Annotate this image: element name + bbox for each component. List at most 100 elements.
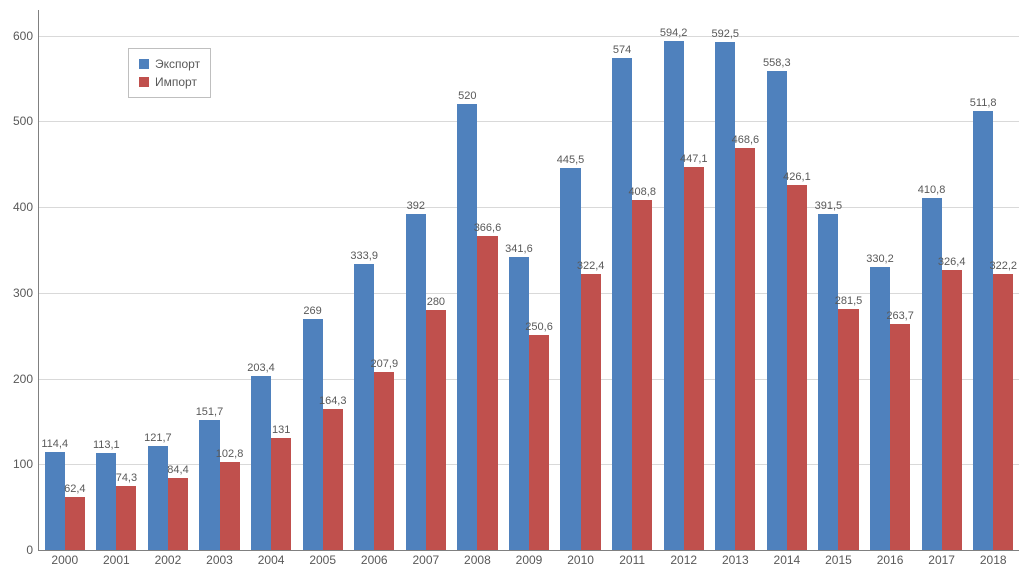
bar-value-label: 426,1 [783, 171, 811, 185]
x-axis-label: 2010 [567, 550, 594, 567]
bar-value-label: 391,5 [815, 200, 843, 214]
bar-import: 74,3 [116, 486, 136, 550]
bar-value-label: 269 [303, 305, 321, 319]
x-axis-label: 2007 [412, 550, 439, 567]
x-axis-label: 2011 [619, 550, 645, 567]
bar-export: 203,4 [251, 376, 271, 550]
y-axis-label: 600 [13, 29, 39, 43]
x-axis-label: 2003 [206, 550, 233, 567]
bar-import: 131 [271, 438, 291, 550]
bar-value-label: 330,2 [866, 253, 894, 267]
bar-export: 511,8 [973, 111, 993, 550]
gridline [39, 207, 1019, 208]
bar-value-label: 281,5 [835, 295, 863, 309]
y-axis-label: 300 [13, 286, 39, 300]
bar-export: 333,9 [354, 264, 374, 550]
y-axis-label: 0 [26, 543, 39, 557]
bar-value-label: 468,6 [732, 134, 760, 148]
bar-export: 392 [406, 214, 426, 550]
legend-item: Импорт [139, 73, 200, 91]
bar-import: 326,4 [942, 270, 962, 550]
bar-value-label: 326,4 [938, 256, 966, 270]
bar-value-label: 84,4 [167, 464, 188, 478]
y-axis-label: 400 [13, 200, 39, 214]
x-axis-label: 2016 [877, 550, 904, 567]
legend-swatch-icon [139, 59, 149, 69]
y-axis-label: 100 [13, 457, 39, 471]
x-axis-label: 2004 [258, 550, 285, 567]
bar-value-label: 592,5 [711, 28, 739, 42]
bar-import: 250,6 [529, 335, 549, 550]
bar-import: 263,7 [890, 324, 910, 550]
bar-import: 207,9 [374, 372, 394, 550]
bar-value-label: 392 [407, 200, 425, 214]
x-axis-label: 2006 [361, 550, 388, 567]
bar-export: 121,7 [148, 446, 168, 550]
bar-value-label: 203,4 [247, 362, 275, 376]
bar-value-label: 341,6 [505, 243, 533, 257]
bar-value-label: 250,6 [525, 321, 553, 335]
bar-value-label: 333,9 [350, 250, 378, 264]
bar-value-label: 207,9 [371, 358, 399, 372]
bar-import: 408,8 [632, 200, 652, 550]
x-axis-label: 2015 [825, 550, 852, 567]
bar-import: 468,6 [735, 148, 755, 550]
bar-value-label: 574 [613, 44, 631, 58]
gridline [39, 36, 1019, 37]
legend-label: Импорт [155, 73, 197, 91]
bar-import: 366,6 [477, 236, 497, 550]
y-axis-label: 200 [13, 372, 39, 386]
bar-export: 558,3 [767, 71, 787, 550]
bar-value-label: 322,2 [989, 260, 1017, 274]
bar-value-label: 408,8 [628, 186, 656, 200]
bar-export: 592,5 [715, 42, 735, 550]
bar-value-label: 164,3 [319, 395, 347, 409]
legend-label: Экспорт [155, 55, 200, 73]
bar-export: 594,2 [664, 41, 684, 550]
bar-export: 410,8 [922, 198, 942, 550]
y-axis-label: 500 [13, 114, 39, 128]
legend-item: Экспорт [139, 55, 200, 73]
bar-import: 62,4 [65, 497, 85, 550]
bar-value-label: 520 [458, 90, 476, 104]
bar-value-label: 594,2 [660, 27, 688, 41]
bar-export: 520 [457, 104, 477, 550]
bar-value-label: 263,7 [886, 310, 914, 324]
bar-value-label: 280 [427, 296, 445, 310]
x-axis-label: 2000 [51, 550, 78, 567]
bar-export: 445,5 [560, 168, 580, 550]
x-axis-label: 2002 [155, 550, 182, 567]
chart-container: 0100200300400500600114,462,42000113,174,… [0, 0, 1024, 581]
bar-value-label: 322,4 [577, 260, 605, 274]
x-axis-label: 2009 [516, 550, 543, 567]
bar-import: 322,4 [581, 274, 601, 550]
legend: ЭкспортИмпорт [128, 48, 211, 98]
bar-value-label: 74,3 [116, 472, 137, 486]
bar-value-label: 62,4 [64, 483, 85, 497]
bar-value-label: 366,6 [474, 222, 502, 236]
bar-import: 322,2 [993, 274, 1013, 550]
x-axis-label: 2017 [928, 550, 955, 567]
x-axis-label: 2012 [670, 550, 697, 567]
x-axis-label: 2018 [980, 550, 1007, 567]
bar-value-label: 151,7 [196, 406, 224, 420]
bar-import: 102,8 [220, 462, 240, 550]
bar-import: 447,1 [684, 167, 704, 550]
bar-import: 426,1 [787, 185, 807, 550]
bar-value-label: 445,5 [557, 154, 585, 168]
x-axis-label: 2001 [103, 550, 130, 567]
bar-value-label: 102,8 [216, 448, 244, 462]
bar-export: 574 [612, 58, 632, 550]
bar-export: 114,4 [45, 452, 65, 550]
bar-import: 281,5 [838, 309, 858, 550]
x-axis-label: 2005 [309, 550, 336, 567]
bar-import: 84,4 [168, 478, 188, 550]
bar-export: 151,7 [199, 420, 219, 550]
bar-export: 391,5 [818, 214, 838, 550]
bar-value-label: 558,3 [763, 57, 791, 71]
legend-swatch-icon [139, 77, 149, 87]
bar-export: 269 [303, 319, 323, 550]
bar-export: 341,6 [509, 257, 529, 550]
x-axis-label: 2014 [774, 550, 801, 567]
bar-value-label: 131 [272, 424, 290, 438]
